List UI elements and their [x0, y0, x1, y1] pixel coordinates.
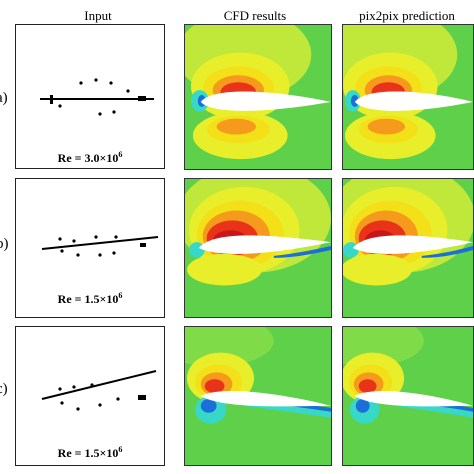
pix2pix-field-c [343, 327, 473, 465]
cfd-result-panel-a [184, 24, 332, 170]
column-header-input: Input [84, 8, 112, 23]
pix2pix-panel-a [342, 24, 474, 170]
pix2pix-panel-b [342, 178, 474, 318]
pix2pix-panel-c [342, 326, 474, 466]
reynolds-label-c: Re = 1.5×106 [57, 445, 123, 460]
cfd-field-a [185, 25, 331, 169]
cfd-result-panel-c [184, 326, 332, 466]
row-label-c: c) [0, 381, 8, 397]
input-panel-c: Re = 1.5×106 [15, 326, 165, 466]
sensor-layout-a [40, 78, 154, 116]
pix2pix-field-a [343, 25, 473, 169]
row-label-b: b) [0, 236, 9, 252]
cfd-field-c [185, 327, 331, 465]
sensor-layout-b [41, 235, 159, 257]
column-header-cfd: CFD results [223, 8, 287, 23]
sensor-layout-c [41, 370, 157, 411]
column-header-pix2pix: pix2pix prediction [359, 8, 455, 23]
input-panel-a: Re = 3.0×106 [15, 24, 165, 169]
pix2pix-field-b [343, 179, 473, 317]
cfd-result-panel-b [184, 178, 332, 318]
cfd-field-b [185, 179, 331, 317]
reynolds-label-b: Re = 1.5×106 [57, 291, 123, 306]
input-panel-b: Re = 1.5×106 [15, 178, 165, 318]
reynolds-label-a: Re = 3.0×106 [57, 150, 123, 165]
row-label-a: a) [0, 90, 8, 106]
